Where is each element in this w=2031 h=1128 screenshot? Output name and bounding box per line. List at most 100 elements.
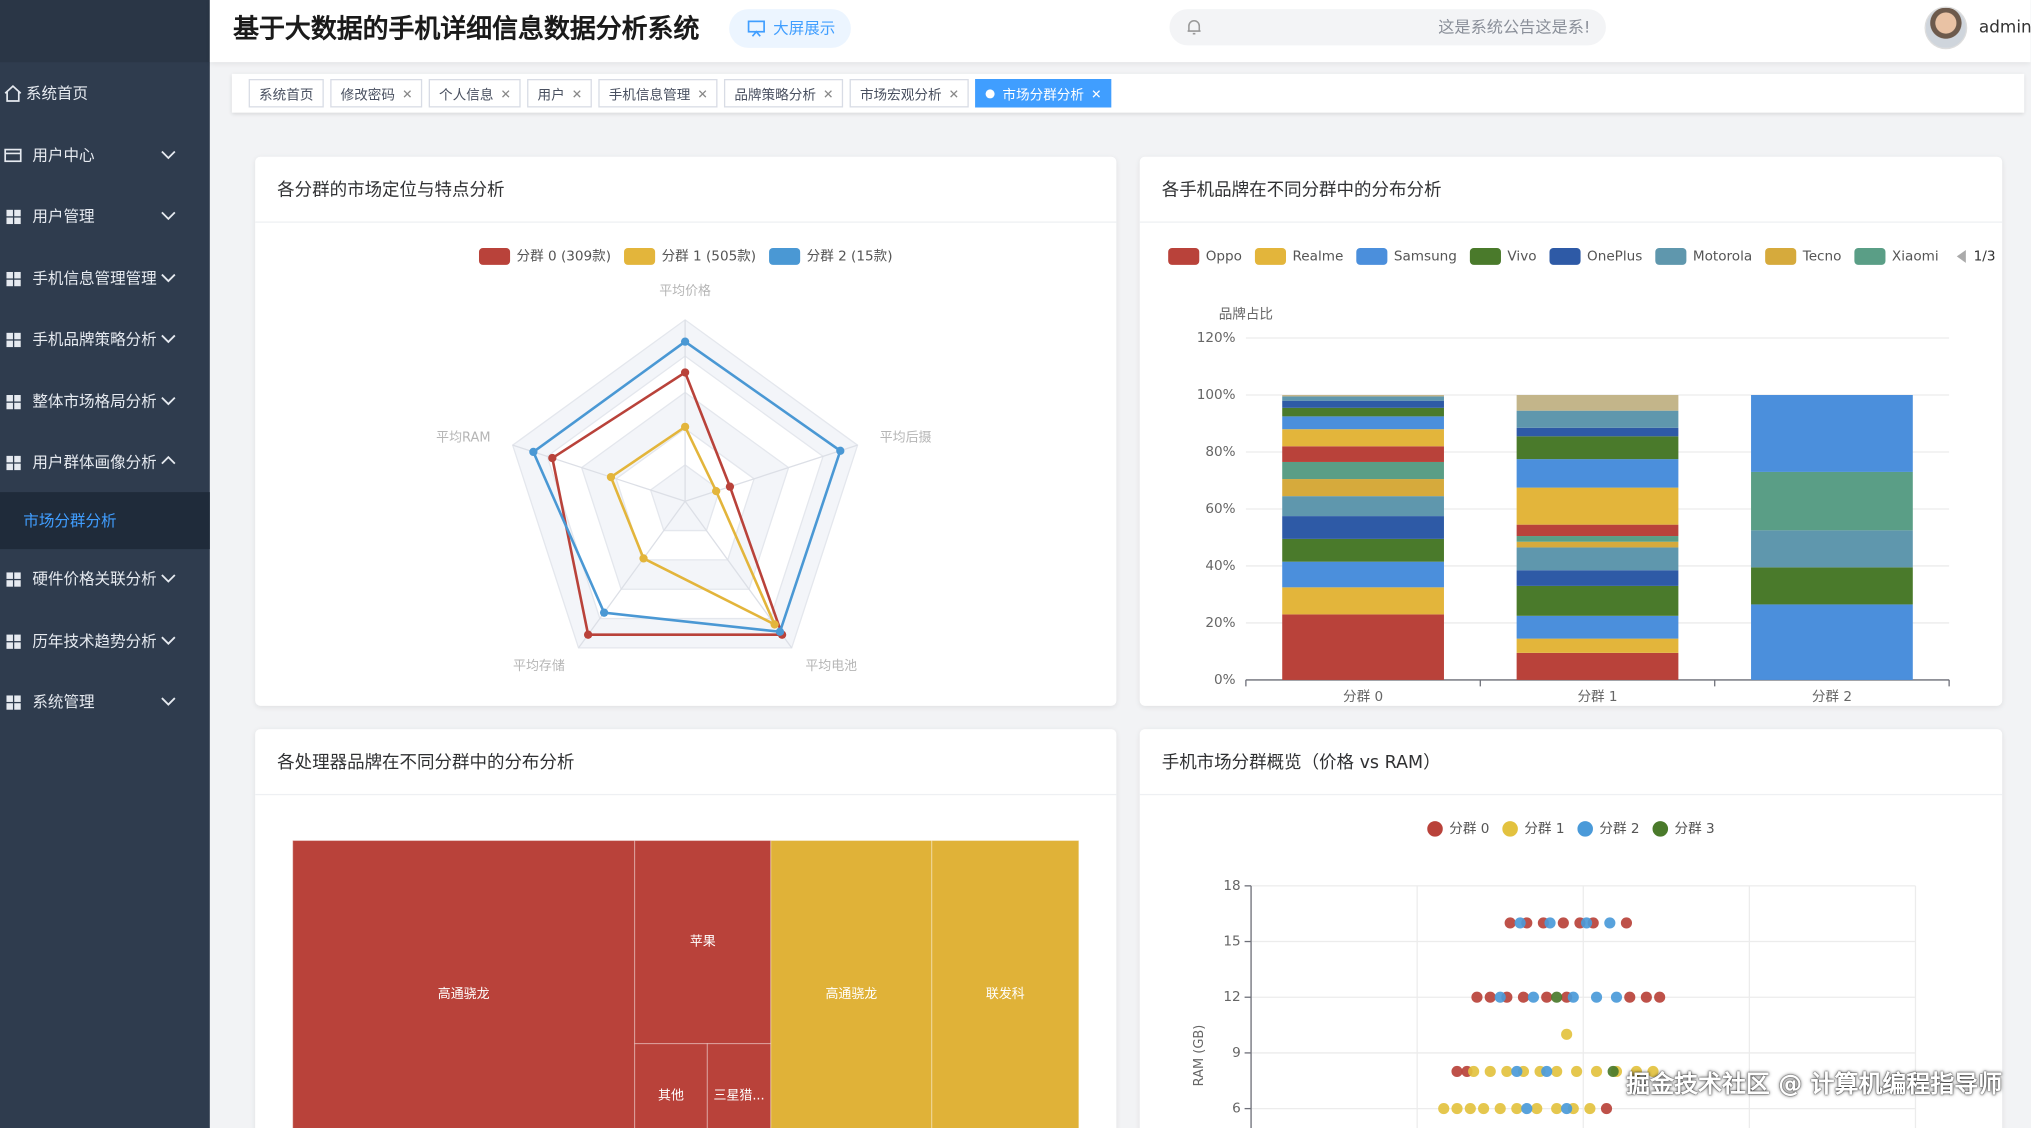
bar-segment	[1516, 427, 1679, 437]
scatter-point	[1494, 1103, 1506, 1115]
scatter-point	[1468, 1065, 1480, 1078]
menu-label: 历年技术趋势分析	[32, 631, 157, 650]
menu-item[interactable]: 硬件价格关联分析	[0, 550, 210, 607]
legend-item[interactable]: Tecno	[1765, 248, 1841, 265]
panel: 各手机品牌在不同分群中的分布分析 品牌占比 0% 20% 40% 60% 80% 100% 12…	[1139, 156, 2003, 706]
radar-point	[529, 447, 538, 457]
menu-item[interactable]: 用户管理	[0, 188, 210, 245]
legend-item[interactable]: 分群 2 (15款)	[769, 248, 893, 265]
tab[interactable]: 品牌策略分析	[723, 79, 844, 108]
menu-item[interactable]: 手机信息管理管理	[0, 249, 210, 306]
scatter-point	[1590, 991, 1603, 1003]
bar-segment	[1282, 400, 1444, 408]
menu-icon	[6, 271, 21, 286]
legend-label: 分群 2	[1599, 821, 1639, 837]
tab[interactable]: 手机信息管理	[598, 79, 718, 108]
legend-item[interactable]: Motorola	[1655, 248, 1752, 265]
legend-label: Motorola	[1693, 248, 1752, 264]
grid-icon-cell	[14, 394, 21, 401]
tab-close-cross	[573, 90, 581, 98]
menu-arrow-path	[161, 396, 176, 405]
legend-item[interactable]: Xiaomi	[1854, 248, 1939, 265]
menu-item[interactable]: 用户群体画像分析	[0, 434, 210, 491]
sidebar-logo-area	[0, 0, 210, 63]
radar-point	[548, 453, 557, 463]
legend-marker	[1469, 248, 1501, 265]
legend-page-prev[interactable]	[1956, 249, 1966, 263]
grid-icon-cell	[6, 580, 13, 587]
menu-item[interactable]: 系统首页	[0, 65, 210, 122]
scatter-point	[1511, 1103, 1523, 1115]
treemap-cell	[634, 1043, 708, 1128]
sidebar: 系统首页 用户中心用户管理手机信息管理管理 手机品牌策略分析 整体市场格局分析 用户群体…	[0, 0, 210, 1128]
legend-label: OnePlus	[1587, 248, 1642, 264]
screen-icon-stand	[751, 30, 761, 37]
tab[interactable]: 市场宏观分析	[849, 79, 969, 108]
tab-close[interactable]	[501, 89, 510, 98]
avatar[interactable]	[1924, 6, 1968, 50]
panel-title: 手机市场分群概览（价格 vs RAM）	[1161, 752, 1441, 774]
scatter-point	[1514, 917, 1526, 929]
menu-item[interactable]: 手机品牌策略分析	[0, 311, 210, 368]
menu-item[interactable]: 用户中心	[0, 126, 210, 183]
tab-close[interactable]	[1092, 89, 1101, 98]
legend-item[interactable]: 分群 2	[1577, 821, 1640, 837]
legend-item[interactable]: 分群 0	[1427, 821, 1489, 837]
radar-point	[836, 446, 845, 455]
radar-point	[775, 627, 785, 636]
menu-arrow-path	[161, 635, 176, 645]
legend-item[interactable]: Vivo	[1469, 248, 1537, 265]
bar-segment	[1516, 615, 1679, 639]
radar-point	[680, 368, 690, 377]
legend-item[interactable]: 分群 0 (309款)	[478, 248, 611, 265]
bar-segment	[1282, 446, 1444, 462]
tab-close-cross	[950, 90, 958, 98]
tab-close[interactable]	[824, 89, 833, 98]
submenu-item[interactable]: 市场分群分析	[0, 492, 210, 550]
bar-segment	[1751, 471, 1913, 531]
legend-item[interactable]: 分群 1 (505款)	[624, 248, 756, 265]
tab[interactable]: 用户	[527, 79, 592, 108]
x-tick-label: 分群 2	[1812, 689, 1852, 705]
legend-item[interactable]: 分群 1	[1502, 821, 1564, 837]
menu-icon	[4, 84, 22, 102]
menu-arrow-path	[161, 697, 176, 706]
grid-icon-cell	[14, 455, 21, 463]
legend-item[interactable]: Oppo	[1168, 248, 1242, 265]
tab-close[interactable]	[698, 89, 707, 98]
tab-close[interactable]	[949, 89, 958, 98]
panel: 各处理器品牌在不同分群中的分布分析 高通骁龙 苹果 其他 三星猎... 高通骁龙 联发科	[255, 729, 1117, 1128]
legend-item[interactable]: Samsung	[1356, 248, 1457, 265]
tab-close[interactable]	[403, 89, 412, 98]
legend-item[interactable]: 分群 3	[1652, 821, 1715, 837]
tab[interactable]: 市场分群分析	[975, 79, 1112, 108]
radar-series-outline	[609, 424, 778, 628]
treemap-cell	[770, 840, 933, 1128]
scatter-point	[1620, 917, 1633, 929]
menu-item[interactable]: 整体市场格局分析	[0, 372, 210, 429]
app-title: 基于大数据的手机详细信息数据分析系统	[233, 12, 700, 45]
menu-item[interactable]: 历年技术趋势分析	[0, 612, 210, 669]
radar-point	[606, 472, 616, 482]
menu-label: 用户管理	[32, 207, 95, 226]
tab[interactable]: 修改密码	[330, 79, 423, 108]
y-axis-title: RAM (GB)	[1192, 1025, 1207, 1087]
scatter-point	[1581, 917, 1593, 929]
scatter-point	[1654, 991, 1666, 1003]
legend-item[interactable]: OnePlus	[1549, 248, 1642, 265]
tab-label: 市场分群分析	[1002, 88, 1084, 104]
grid-icon-cell	[14, 695, 21, 702]
legend: Oppo Realme Samsung Vivo OnePlus Motorola Tecn…	[1168, 248, 1939, 265]
treemap-label: 苹果	[690, 935, 716, 950]
menu-label: 硬件价格关联分析	[32, 569, 157, 588]
tab[interactable]: 系统首页	[248, 79, 324, 108]
scatter-point	[1464, 1103, 1476, 1115]
tab-close[interactable]	[572, 89, 581, 98]
legend-item[interactable]: Realme	[1254, 248, 1343, 265]
watermark: 掘金技术社区 @ 计算机编程指导师	[1626, 1071, 2003, 1099]
screen-button[interactable]: 大屏展示	[729, 9, 851, 48]
menu-item[interactable]: 系统管理	[0, 673, 210, 730]
tab[interactable]: 个人信息	[428, 79, 521, 108]
bar-segment	[1282, 416, 1444, 430]
